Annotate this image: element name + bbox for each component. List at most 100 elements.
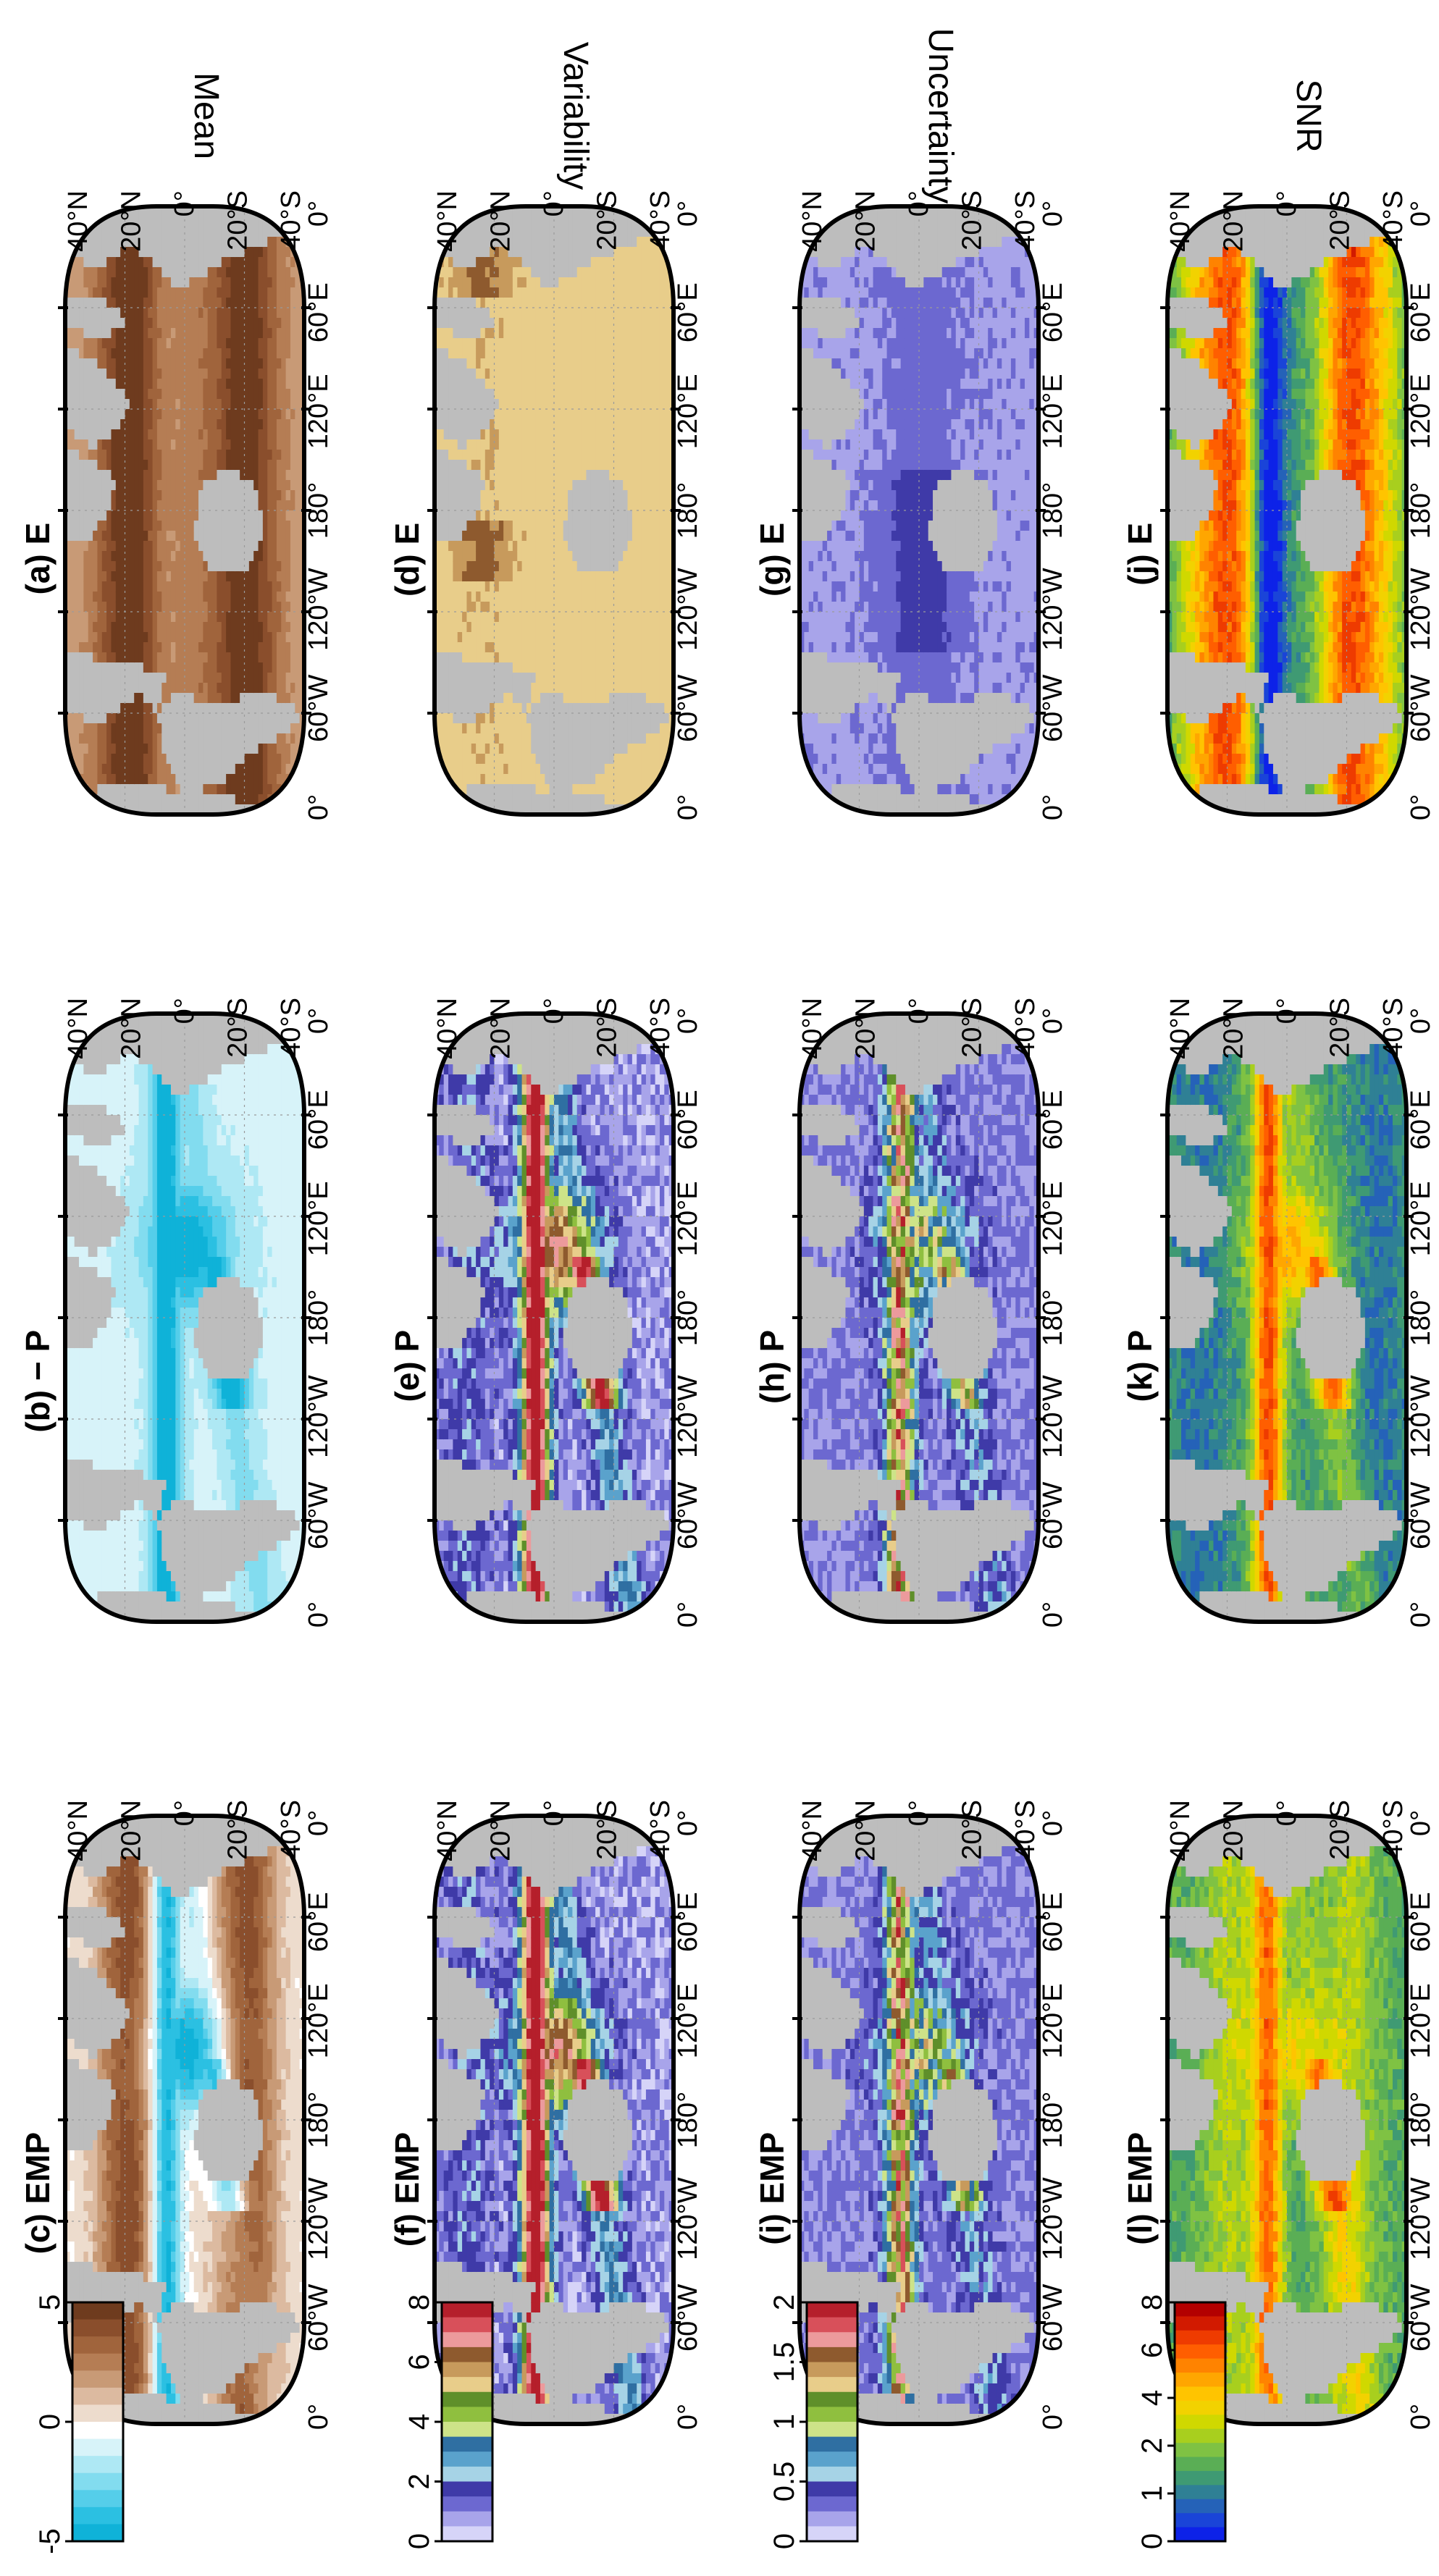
colorbar-swatch — [72, 2422, 123, 2440]
lon-tick-label: 60°W — [673, 675, 703, 742]
lon-tick-label: 0° — [673, 1810, 703, 1836]
colorbar-swatch — [72, 2387, 123, 2406]
lat-tick-label: 40°S — [645, 1800, 676, 1860]
lon-tick-label: 0° — [673, 794, 703, 820]
colorbar-swatch — [442, 2362, 492, 2378]
colorbar-swatch — [442, 2451, 492, 2467]
longitude-labels: 0° 60°E 120°E 180° 120°W 60°W 0° — [1038, 1008, 1068, 1628]
map-raster — [1167, 206, 1406, 815]
panel-title: (g) E — [753, 523, 791, 597]
colorbar-swatch — [72, 2506, 123, 2525]
lat-tick-label: 40°S — [276, 1800, 306, 1860]
map-panel-c: 40°N 20°N 0° 20°S 40°S0°60°E120°E180°120°W60… — [19, 1800, 334, 2430]
lon-tick-label: 120°E — [673, 1983, 703, 2058]
lat-tick-label: 40°N — [797, 998, 828, 1059]
colorbar-tick-label: 6 — [1136, 2342, 1168, 2358]
lat-tick-label: 20°S — [592, 998, 623, 1058]
colorbar-swatch — [1175, 2470, 1225, 2486]
colorbar-swatch — [442, 2317, 492, 2333]
colorbar-swatch — [807, 2391, 857, 2408]
colorbar-swatch — [1175, 2527, 1225, 2542]
colorbar-swatch — [1175, 2499, 1225, 2514]
colorbar-tick-label: 0 — [768, 2533, 800, 2549]
longitude-labels: 0° 60°E 120°E 180° 120°W 60°W 0° — [673, 1008, 703, 1628]
latitude-labels: 40°N 20°N 0° 20°S 40°S — [432, 998, 676, 1059]
colorbar-swatch — [807, 2407, 857, 2423]
colorbar-tick-label: 1 — [768, 2414, 800, 2430]
map-panel-l: 40°N 20°N 0° 20°S 40°S0°60°E120°E180°120°W60… — [1121, 1800, 1436, 2430]
lat-tick-label: 40°N — [432, 998, 463, 1059]
colorbar-swatch — [807, 2422, 857, 2438]
lon-tick-label: 60°W — [1406, 1482, 1436, 1549]
lon-tick-label: 120°W — [303, 568, 334, 651]
lat-tick-label: 0° — [539, 998, 569, 1024]
colorbar-swatch — [1175, 2443, 1225, 2458]
lon-tick-label: 120°W — [1038, 568, 1068, 651]
lon-tick-label: 120°W — [673, 2177, 703, 2260]
lat-tick-label: 20°N — [486, 998, 516, 1059]
colorbar-swatch — [1175, 2344, 1225, 2360]
colorbar-tick-label: 2 — [403, 2473, 435, 2489]
colorbar-swatch — [72, 2456, 123, 2474]
lon-tick-label: 60°E — [1406, 282, 1436, 342]
colorbar-swatch — [807, 2481, 857, 2497]
lon-tick-label: 0° — [673, 1008, 703, 1034]
lon-tick-label: 0° — [1406, 1008, 1436, 1034]
lat-tick-label: 0° — [169, 998, 200, 1024]
map-raster — [800, 206, 1039, 815]
row-label: Uncertainty — [921, 28, 960, 204]
latitude-labels: 40°N 20°N 0° 20°S 40°S — [432, 190, 676, 252]
lon-tick-label: 60°W — [303, 2284, 334, 2352]
colorbar-swatch — [442, 2496, 492, 2512]
colorbar-tick-label: 6 — [403, 2354, 435, 2370]
lat-tick-label: 40°N — [432, 190, 463, 252]
colorbar-row-4: 8 6 4 2 1 0 — [1136, 2294, 1227, 2549]
lat-tick-label: 40°N — [1165, 998, 1196, 1059]
lon-tick-label: 120°W — [1406, 1375, 1436, 1458]
colorbar-swatch — [72, 2302, 123, 2320]
colorbar-tick-label: 0 — [1136, 2533, 1168, 2549]
row-label: Mean — [187, 72, 225, 159]
lat-tick-label: 40°N — [63, 998, 93, 1059]
lon-tick-label: 0° — [303, 1810, 334, 1836]
lon-tick-label: 60°E — [1038, 1892, 1068, 1952]
lon-tick-label: 60°E — [303, 1090, 334, 1150]
colorbar-swatch — [807, 2436, 857, 2453]
lat-tick-label: 0° — [539, 190, 569, 216]
lon-tick-label: 60°E — [1406, 1892, 1436, 1952]
colorbar-swatch — [442, 2377, 492, 2393]
longitude-labels: 0° 60°E 120°E 180° 120°W 60°W 0° — [1406, 1008, 1436, 1628]
lon-tick-label: 0° — [1038, 1008, 1068, 1034]
colorbar-tick-label: 1 — [1136, 2485, 1168, 2501]
colorbar-swatch — [442, 2346, 492, 2363]
lat-tick-label: 0° — [169, 1800, 200, 1826]
colorbar-swatch — [72, 2319, 123, 2337]
lon-tick-label: 120°E — [673, 374, 703, 449]
lat-tick-label: 20°N — [851, 190, 881, 252]
lon-tick-label: 120°W — [1038, 2177, 1068, 2260]
longitude-labels: 0° 60°E 120°E 180° 120°W 60°W 0° — [303, 1810, 334, 2430]
longitude-labels: 0° 60°E 120°E 180° 120°W 60°W 0° — [1038, 1810, 1068, 2430]
colorbar-swatch — [1175, 2358, 1225, 2373]
map-raster — [435, 1014, 674, 1622]
lon-tick-label: 0° — [673, 1601, 703, 1628]
lon-tick-label: 120°E — [1038, 1983, 1068, 2058]
lat-tick-label: 20°N — [486, 190, 516, 252]
lon-tick-label: 180° — [1038, 1289, 1068, 1347]
lon-tick-label: 180° — [303, 2092, 334, 2149]
lon-tick-label: 180° — [1038, 482, 1068, 539]
panel-title: (f) EMP — [388, 2132, 426, 2247]
lat-tick-label: 0° — [539, 1800, 569, 1826]
colorbar-swatch — [1175, 2457, 1225, 2472]
colorbar-swatch — [442, 2302, 492, 2318]
row-label: Variability — [556, 42, 595, 190]
longitude-labels: 0° 60°E 120°E 180° 120°W 60°W 0° — [1406, 1810, 1436, 2430]
colorbar-swatch — [442, 2436, 492, 2453]
lon-tick-label: 120°E — [303, 1181, 334, 1256]
lon-tick-label: 60°E — [1038, 1090, 1068, 1150]
lat-tick-label: 40°N — [63, 190, 93, 252]
longitude-labels: 0° 60°E 120°E 180° 120°W 60°W 0° — [1406, 201, 1436, 820]
colorbar-tick-label: 1.5 — [768, 2342, 800, 2383]
lon-tick-label: 60°E — [1038, 282, 1068, 342]
colorbar-swatch — [1175, 2373, 1225, 2388]
